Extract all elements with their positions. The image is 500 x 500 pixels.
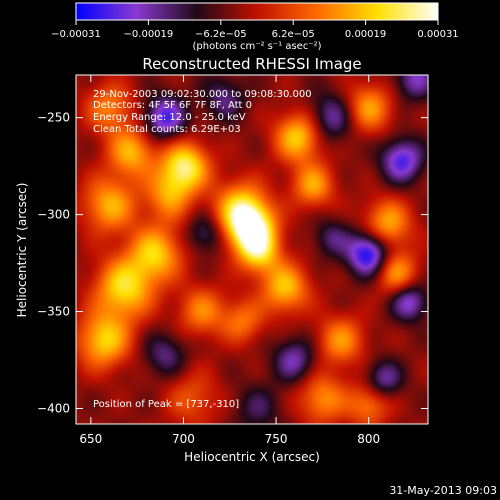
colorbar-tick-label: 0.00031 bbox=[417, 29, 458, 40]
plot-frame bbox=[75, 74, 429, 425]
peak-position-label: Position of Peak = [737,-310] bbox=[93, 399, 239, 410]
colorbar-tick-label: −6.2e−05 bbox=[195, 29, 247, 40]
y-tick-label: −400 bbox=[37, 401, 70, 415]
x-tick-label: 750 bbox=[265, 432, 288, 446]
colorbar-tick-label: −0.00019 bbox=[124, 29, 174, 40]
y-axis-ticks: −250 −300 −350 −400 bbox=[37, 111, 428, 415]
x-axis-label: Heliocentric X (arcsec) bbox=[184, 450, 320, 464]
x-axis-ticks: 650 700 750 800 bbox=[79, 75, 380, 446]
colorbar bbox=[76, 3, 438, 20]
annotation-energy-range: Energy Range: 12.0 - 25.0 keV bbox=[93, 112, 246, 123]
footer-date: 31-May-2013 09:03 bbox=[389, 484, 497, 497]
x-tick-label: 650 bbox=[79, 432, 102, 446]
colorbar-frame bbox=[75, 2, 439, 21]
colorbar-tick-label: 0.00019 bbox=[345, 29, 386, 40]
colorbar-units-label: (photons cm⁻² s⁻¹ asec⁻²) bbox=[192, 41, 321, 52]
y-axis-label: Heliocentric Y (arcsec) bbox=[15, 183, 29, 318]
x-tick-label: 700 bbox=[172, 432, 195, 446]
chart-title: Reconstructed RHESSI Image bbox=[142, 55, 361, 73]
colorbar-ticks: −0.00031 −0.00019 −6.2e−05 6.2e−05 0.00019 0.… bbox=[51, 20, 459, 40]
annotation-detectors: Detectors: 4F 5F 6F 7F 8F, Att 0 bbox=[93, 100, 252, 111]
y-tick-label: −300 bbox=[37, 208, 70, 222]
x-tick-label: 800 bbox=[357, 432, 380, 446]
annotation-block: 29-Nov-2003 09:02:30.000 to 09:08:30.000… bbox=[93, 89, 312, 135]
y-tick-label: −350 bbox=[37, 305, 70, 319]
annotation-clean-counts: Clean Total counts: 6.29E+03 bbox=[93, 124, 241, 135]
y-tick-label: −250 bbox=[37, 111, 70, 125]
colorbar-tick-label: −0.00031 bbox=[51, 29, 101, 40]
annotation-time-range: 29-Nov-2003 09:02:30.000 to 09:08:30.000 bbox=[93, 89, 312, 100]
colorbar-tick-label: 6.2e−05 bbox=[272, 29, 315, 40]
